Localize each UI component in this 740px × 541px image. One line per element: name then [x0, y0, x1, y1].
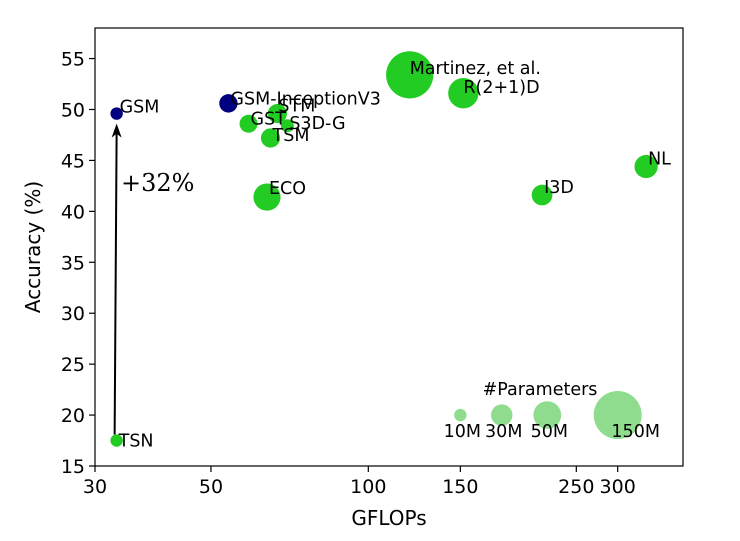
point-label-gst: GST	[251, 110, 287, 130]
point-tsn	[110, 434, 123, 447]
y-tick-label: 40	[61, 201, 85, 223]
chart-marks	[110, 51, 658, 447]
point-label-r-2-1-d: R(2+1)D	[463, 78, 539, 98]
y-tick-label: 55	[61, 49, 85, 71]
point-tsm	[260, 128, 281, 148]
point-i3d	[531, 184, 553, 206]
y-axis-label: Accuracy (%)	[21, 181, 45, 313]
legend-label-10m: 10M	[444, 422, 481, 442]
point-s3d-g	[280, 119, 294, 133]
y-tick-label: 35	[61, 252, 85, 274]
point-martinez-et-al	[386, 51, 434, 99]
plot-frame	[94, 27, 684, 467]
point-label-tsm: TSM	[272, 126, 310, 146]
x-axis-ticks: 30 50 100 150 250 300	[83, 466, 636, 498]
point-nl	[634, 154, 658, 179]
legend-bubble-50m	[533, 401, 562, 429]
legend-title: #Parameters	[483, 380, 598, 400]
point-stm	[267, 103, 288, 124]
legend-bubble-30m	[490, 404, 513, 426]
point-label-stm: STM	[278, 97, 315, 117]
annotation-text: +32%	[121, 169, 194, 197]
y-tick-label: 20	[61, 405, 85, 427]
point-gst	[239, 114, 258, 133]
x-tick-label: 50	[199, 476, 223, 498]
legend: #Parameters 10M 30M 50M 150M	[444, 380, 660, 442]
point-label-i3d: I3D	[544, 178, 574, 198]
point-r-2-1-d	[448, 78, 479, 109]
x-tick-label: 150	[442, 476, 478, 498]
annotation-arrow-head	[111, 123, 122, 138]
y-tick-label: 30	[61, 303, 85, 325]
point-label-s3d-g: S3D-G	[289, 114, 345, 134]
legend-label-50m: 50M	[531, 422, 568, 442]
x-tick-label: 250	[558, 476, 594, 498]
point-label-tsn: TSN	[118, 432, 154, 452]
x-tick-label: 100	[350, 476, 386, 498]
x-axis-label: GFLOPs	[351, 506, 426, 530]
point-label-gsm: GSM	[120, 98, 160, 118]
annotation-layer: +32%	[111, 123, 194, 435]
x-tick-label: 300	[600, 476, 636, 498]
point-label-gsm-inceptionv3: GSM-InceptionV3	[230, 89, 380, 109]
y-tick-label: 50	[61, 99, 85, 121]
y-tick-label: 45	[61, 150, 85, 172]
point-label-martinez-et-al: Martinez, et al.	[410, 59, 541, 79]
legend-bubble-150m	[593, 391, 642, 440]
point-gsm	[110, 107, 123, 120]
point-gsm-inceptionv3	[219, 94, 238, 113]
legend-label-150m: 150M	[611, 422, 660, 442]
point-eco	[253, 183, 281, 211]
legend-label-30m: 30M	[485, 422, 522, 442]
y-axis-ticks: 15 20 25 30 35 40 45 50 55	[61, 49, 95, 478]
y-tick-label: 15	[61, 456, 85, 478]
point-label-nl: NL	[648, 150, 671, 170]
x-tick-label: 30	[83, 476, 107, 498]
legend-bubble-10m	[454, 408, 467, 422]
y-tick-label: 25	[61, 354, 85, 376]
annotation-arrow-shaft	[113, 131, 118, 435]
point-label-eco: ECO	[269, 179, 306, 199]
